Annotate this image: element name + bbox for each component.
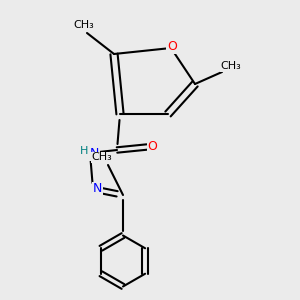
Text: O: O [167,40,177,53]
Text: CH₃: CH₃ [74,20,94,31]
Text: N: N [89,147,99,160]
Text: O: O [148,140,157,154]
Text: CH₃: CH₃ [92,152,112,163]
Text: N: N [92,182,102,196]
Text: H: H [80,146,88,157]
Text: CH₃: CH₃ [220,61,242,71]
